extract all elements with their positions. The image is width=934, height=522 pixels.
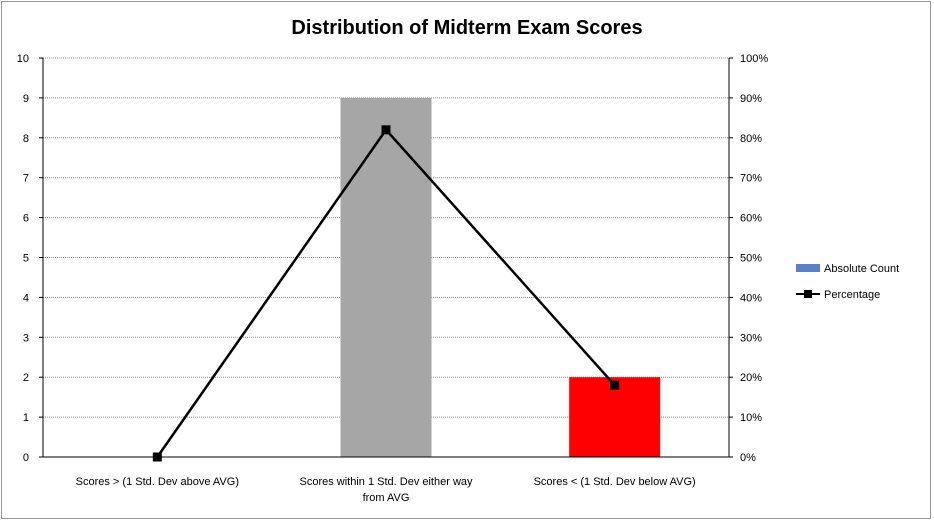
left-tick-label: 10: [17, 53, 29, 65]
category-labels: Scores > (1 Std. Dev above AVG) Scores wi…: [76, 476, 696, 504]
right-tick-label: 40%: [740, 292, 762, 304]
bar: [569, 377, 661, 457]
percentage-marker: [610, 380, 620, 390]
left-tick-label: 0: [23, 452, 29, 464]
right-tick-label: 10%: [740, 412, 762, 424]
chart-title: Distribution of Midterm Exam Scores: [291, 17, 642, 39]
category-label-line: Scores within 1 Std. Dev either way: [299, 476, 473, 488]
legend-swatch-absolute-count: [796, 264, 820, 272]
legend-label-percentage: Percentage: [824, 289, 880, 301]
right-axis-ticks: 0% 10% 20% 30% 40% 50% 60% 70% 80% 90% 100%: [729, 53, 768, 464]
right-tick-label: 0%: [740, 452, 756, 464]
right-tick-label: 80%: [740, 133, 762, 145]
legend: Absolute Count Percentage: [796, 263, 899, 301]
left-tick-label: 4: [23, 292, 29, 304]
left-tick-label: 9: [23, 93, 29, 105]
right-tick-label: 90%: [740, 93, 762, 105]
right-tick-label: 70%: [740, 173, 762, 185]
right-tick-label: 50%: [740, 253, 762, 265]
left-tick-label: 2: [23, 372, 29, 384]
bars: [340, 97, 661, 458]
right-tick-label: 30%: [740, 332, 762, 344]
left-tick-label: 3: [23, 332, 29, 344]
right-tick-label: 20%: [740, 372, 762, 384]
left-tick-label: 8: [23, 133, 29, 145]
legend-marker-percentage: [804, 290, 812, 298]
category-label-line: Scores > (1 Std. Dev above AVG): [76, 476, 239, 488]
category-label: Scores > (1 Std. Dev above AVG): [76, 476, 239, 488]
legend-label-absolute-count: Absolute Count: [824, 263, 899, 275]
bar: [340, 97, 432, 458]
category-label: Scores within 1 Std. Dev either way from …: [299, 476, 473, 504]
left-tick-label: 1: [23, 412, 29, 424]
percentage-marker: [152, 452, 162, 462]
category-label-line: Scores < (1 Std. Dev below AVG): [534, 476, 696, 488]
category-label: Scores < (1 Std. Dev below AVG): [534, 476, 696, 488]
left-tick-label: 7: [23, 173, 29, 185]
category-label-line: from AVG: [363, 492, 410, 504]
right-tick-label: 60%: [740, 213, 762, 225]
left-tick-label: 6: [23, 213, 29, 225]
left-tick-label: 5: [23, 253, 29, 265]
percentage-line: [152, 125, 620, 462]
right-tick-label: 100%: [740, 53, 768, 65]
percentage-marker: [381, 125, 391, 135]
left-axis-ticks: 0 1 2 3 4 5 6 7 8 9 10: [17, 53, 43, 464]
